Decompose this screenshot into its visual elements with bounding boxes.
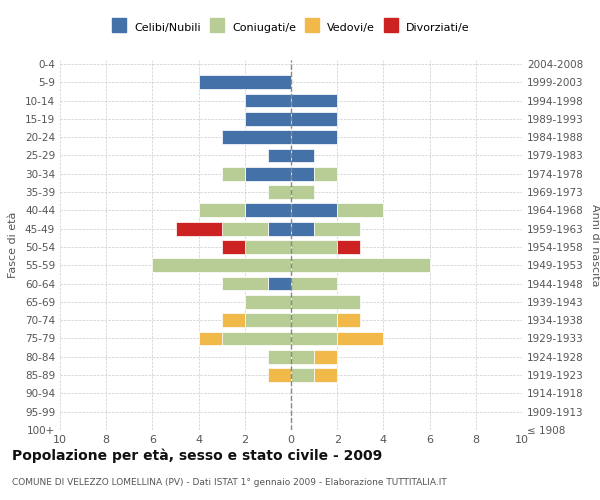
Bar (268, 350, 291, 364)
Bar (291, 240, 337, 254)
Bar (199, 76, 291, 89)
Bar (291, 276, 337, 290)
Bar (291, 314, 337, 327)
Bar (222, 130, 291, 144)
Bar (245, 204, 291, 217)
Bar (291, 258, 430, 272)
Text: Popolazione per età, sesso e stato civile - 2009: Popolazione per età, sesso e stato civil… (12, 448, 382, 463)
Bar (222, 276, 268, 290)
Bar (291, 295, 360, 308)
Bar (152, 258, 291, 272)
Bar (199, 204, 245, 217)
Text: COMUNE DI VELEZZO LOMELLINA (PV) - Dati ISTAT 1° gennaio 2009 - Elaborazione TUT: COMUNE DI VELEZZO LOMELLINA (PV) - Dati … (12, 478, 447, 487)
Bar (314, 222, 360, 235)
Bar (291, 94, 337, 108)
Y-axis label: Fasce di età: Fasce di età (8, 212, 18, 278)
Bar (337, 332, 383, 345)
Bar (245, 167, 291, 180)
Bar (268, 222, 291, 235)
Bar (268, 185, 291, 199)
Bar (222, 332, 291, 345)
Bar (245, 240, 291, 254)
Bar (291, 332, 337, 345)
Bar (291, 204, 337, 217)
Bar (268, 148, 291, 162)
Bar (222, 167, 245, 180)
Bar (268, 276, 291, 290)
Bar (245, 112, 291, 126)
Bar (291, 350, 314, 364)
Bar (291, 167, 314, 180)
Bar (314, 167, 337, 180)
Bar (314, 368, 337, 382)
Bar (222, 240, 245, 254)
Bar (291, 185, 314, 199)
Bar (291, 112, 337, 126)
Bar (245, 94, 291, 108)
Bar (291, 368, 314, 382)
Bar (176, 222, 222, 235)
Bar (337, 240, 360, 254)
Bar (245, 295, 291, 308)
Bar (337, 204, 383, 217)
Legend: Celibi/Nubili, Coniugati/e, Vedovi/e, Divorziati/e: Celibi/Nubili, Coniugati/e, Vedovi/e, Di… (108, 18, 474, 37)
Bar (222, 222, 268, 235)
Bar (291, 222, 314, 235)
Bar (314, 350, 337, 364)
Y-axis label: Anni di nascita: Anni di nascita (590, 204, 600, 286)
Bar (199, 332, 222, 345)
Bar (291, 130, 337, 144)
Bar (245, 314, 291, 327)
Bar (337, 314, 360, 327)
Bar (268, 368, 291, 382)
Bar (222, 314, 245, 327)
Bar (291, 148, 314, 162)
